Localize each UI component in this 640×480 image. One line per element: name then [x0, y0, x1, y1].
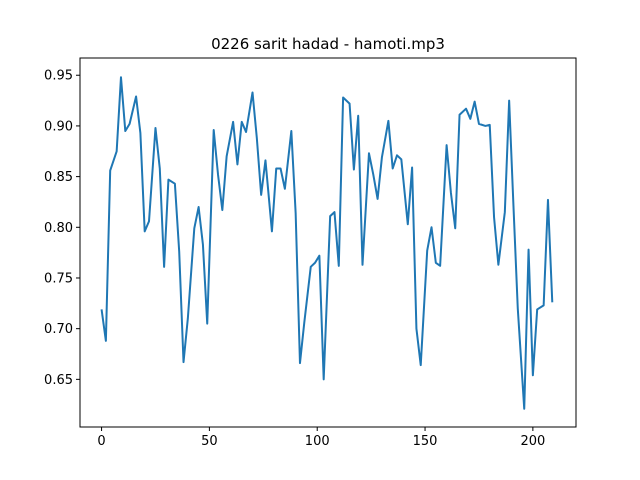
plot-frame	[79, 57, 577, 428]
y-tick-label: 0.75	[44, 271, 73, 286]
chart-title: 0226 sarit hadad - hamoti.mp3	[211, 35, 445, 53]
x-tick-label: 50	[201, 434, 218, 449]
x-tick-label: 0	[97, 434, 105, 449]
y-tick-label: 0.95	[44, 69, 73, 84]
series-layer	[100, 76, 554, 410]
y-axis: 0.65 0.70 0.75 0.80 0.85 0.90 0.95	[44, 69, 80, 388]
x-tick-label: 100	[305, 434, 330, 449]
y-tick-label: 0.80	[44, 221, 73, 236]
x-axis: 0 50 100 150 200	[97, 427, 545, 449]
y-tick-label: 0.90	[44, 119, 73, 134]
x-tick-label: 200	[520, 434, 545, 449]
y-tick-label: 0.65	[44, 373, 73, 388]
y-tick-label: 0.70	[44, 322, 73, 337]
series-line	[100, 76, 554, 410]
x-tick-label: 150	[413, 434, 438, 449]
y-tick-label: 0.85	[44, 170, 73, 185]
